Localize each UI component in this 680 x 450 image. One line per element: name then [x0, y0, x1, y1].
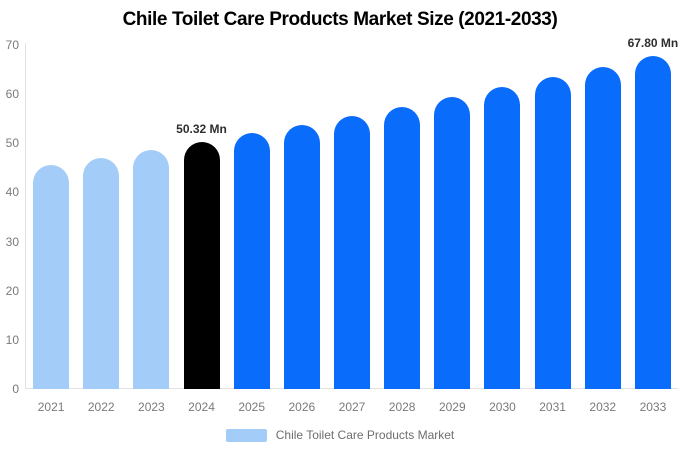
x-tick-label-2022: 2022 [87, 400, 115, 414]
x-tick-label-2030: 2030 [489, 400, 516, 414]
x-tick-label-2032: 2032 [589, 400, 617, 414]
bar-2022 [83, 157, 120, 389]
y-tick-label: 70 [5, 38, 19, 52]
y-tick-label: 50 [5, 136, 19, 151]
data-label-2024: 50.32 Mn [176, 121, 227, 136]
bar-2026 [283, 124, 320, 389]
x-tick-label-2023: 2023 [138, 400, 165, 414]
x-tick-label-2029: 2029 [438, 400, 466, 414]
bar-2023 [133, 149, 170, 389]
legend-label: Chile Toilet Care Products Market [275, 428, 455, 442]
bar-2033 [634, 55, 671, 389]
y-tick-label: 60 [5, 87, 19, 102]
x-tick-label-2033: 2033 [639, 400, 667, 414]
y-tick-label: 30 [5, 234, 19, 249]
bar-2031 [534, 77, 571, 389]
x-tick-label-2028: 2028 [388, 400, 416, 414]
y-tick-label: 20 [5, 283, 19, 298]
bar-2027 [334, 115, 370, 389]
legend: Chile Toilet Care Products Market [0, 427, 680, 443]
legend-swatch [225, 428, 267, 442]
x-tick-label-2026: 2026 [288, 400, 316, 414]
y-tick-label: 10 [5, 332, 19, 347]
bar-2032 [584, 66, 621, 389]
x-tick-label-2024: 2024 [188, 400, 215, 414]
y-tick-label: 0 [12, 382, 19, 396]
bar-2024 [183, 141, 220, 389]
data-label-2033: 67.80 Mn [627, 35, 679, 50]
x-tick-label-2025: 2025 [238, 400, 266, 414]
x-tick-label-2027: 2027 [338, 400, 366, 414]
bar-2029 [434, 97, 471, 389]
bar-2030 [484, 87, 521, 389]
x-tick-label-2031: 2031 [539, 400, 566, 414]
y-axis-line [25, 43, 26, 389]
bar-2021 [33, 165, 70, 389]
chart-title: Chile Toilet Care Products Market Size (… [122, 9, 558, 30]
bar-2028 [384, 106, 421, 389]
bar-2025 [233, 133, 270, 389]
x-tick-label-2021: 2021 [37, 400, 65, 414]
y-tick-label: 40 [5, 185, 19, 200]
